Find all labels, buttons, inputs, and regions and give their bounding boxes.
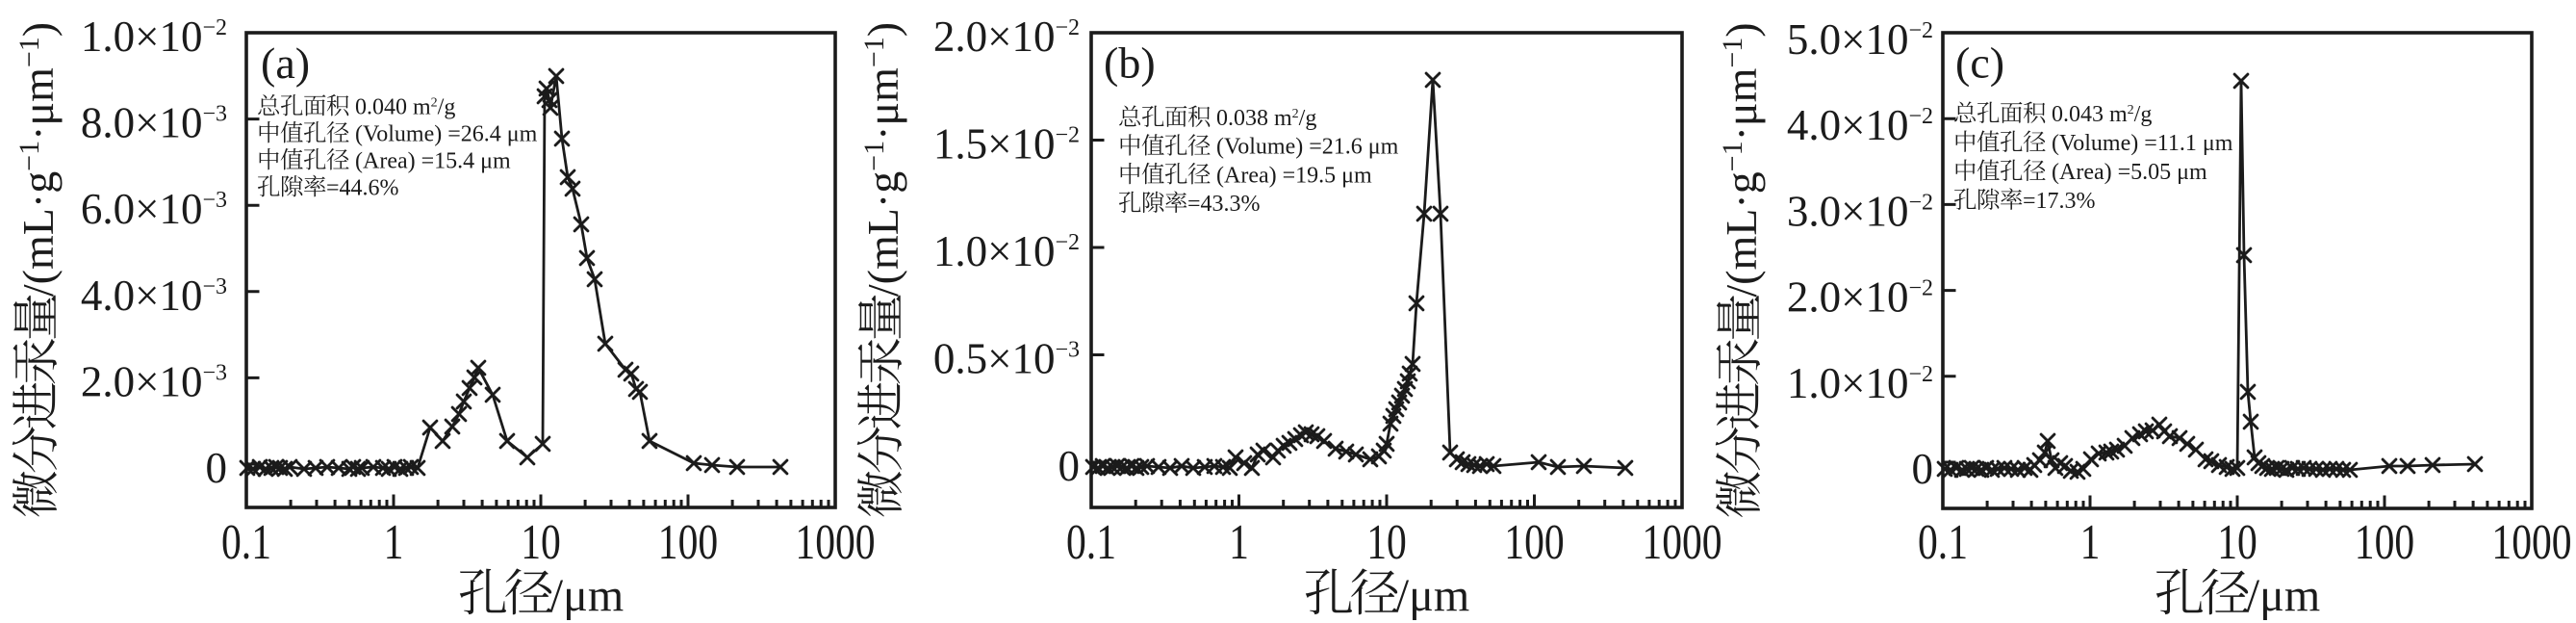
svg-text:2.0×10−3: 2.0×10−3: [81, 357, 227, 405]
svg-text:(b): (b): [1104, 39, 1156, 88]
svg-text:100: 100: [2355, 515, 2414, 570]
svg-text:1: 1: [384, 515, 404, 570]
svg-text:0: 0: [1912, 445, 1934, 493]
svg-text:1: 1: [1229, 515, 1249, 570]
svg-text:1.0×10−2: 1.0×10−2: [1787, 359, 1933, 407]
svg-text:0.038 m2/g: 0.038 m2/g: [1216, 106, 1316, 131]
svg-text:1: 1: [2080, 515, 2101, 570]
svg-text:0.1: 0.1: [221, 515, 271, 570]
svg-text:(a): (a): [261, 39, 310, 88]
svg-text:6.0×10−3: 6.0×10−3: [81, 185, 227, 233]
svg-text:0: 0: [1058, 442, 1081, 490]
svg-text:1000: 1000: [2491, 515, 2571, 570]
svg-text:/(mL·g−1·μm−1): /(mL·g−1·μm−1): [13, 22, 63, 297]
svg-text:4.0×10−3: 4.0×10−3: [81, 272, 227, 320]
svg-text:100: 100: [1504, 515, 1564, 570]
svg-text:0: 0: [206, 444, 228, 492]
svg-text:10: 10: [521, 515, 561, 570]
svg-text:=17.3%: =17.3%: [2023, 189, 2096, 214]
svg-text:(Area) =15.4 μm: (Area) =15.4 μm: [355, 149, 511, 174]
svg-text:0.1: 0.1: [1918, 515, 1968, 570]
svg-text:(Volume) =21.6 μm: (Volume) =21.6 μm: [1216, 135, 1399, 160]
svg-text:/μm: /μm: [1396, 570, 1469, 621]
svg-text:/(mL·g−1·μm−1): /(mL·g−1·μm−1): [858, 22, 907, 297]
svg-text:100: 100: [658, 515, 718, 570]
svg-text:10: 10: [1366, 515, 1407, 570]
svg-text:1000: 1000: [1642, 515, 1722, 570]
svg-text:4.0×10−2: 4.0×10−2: [1787, 101, 1933, 149]
svg-text:(Volume) =11.1 μm: (Volume) =11.1 μm: [2052, 131, 2233, 156]
svg-text:(Area) =19.5 μm: (Area) =19.5 μm: [1216, 163, 1372, 188]
svg-text:0.040 m2/g: 0.040 m2/g: [355, 95, 455, 120]
svg-text:5.0×10−2: 5.0×10−2: [1787, 15, 1933, 64]
svg-text:0.043 m2/g: 0.043 m2/g: [2052, 102, 2152, 127]
svg-text:=44.6%: =44.6%: [326, 176, 399, 201]
svg-text:1.0×10−2: 1.0×10−2: [933, 227, 1080, 275]
svg-text:1.5×10−2: 1.5×10−2: [933, 120, 1080, 169]
svg-text:(Area) =5.05 μm: (Area) =5.05 μm: [2052, 160, 2207, 185]
svg-text:8.0×10−3: 8.0×10−3: [81, 99, 227, 147]
svg-text:10: 10: [2217, 515, 2257, 570]
svg-text:=43.3%: =43.3%: [1187, 192, 1261, 217]
svg-text:2.0×10−2: 2.0×10−2: [933, 13, 1080, 61]
svg-text:2.0×10−2: 2.0×10−2: [1787, 273, 1933, 322]
svg-text:/μm: /μm: [2247, 570, 2320, 621]
svg-text:3.0×10−2: 3.0×10−2: [1787, 187, 1933, 235]
svg-text:0.1: 0.1: [1066, 515, 1116, 570]
svg-text:(c): (c): [1955, 39, 2004, 88]
svg-text:(Volume) =26.4 μm: (Volume) =26.4 μm: [355, 122, 538, 147]
svg-text:0.5×10−3: 0.5×10−3: [933, 335, 1080, 383]
svg-text:1.0×10−2: 1.0×10−2: [81, 13, 227, 61]
svg-text:/μm: /μm: [550, 570, 624, 621]
svg-text:1000: 1000: [795, 515, 875, 570]
svg-text:/(mL·g−1·μm−1): /(mL·g−1·μm−1): [1717, 22, 1766, 297]
